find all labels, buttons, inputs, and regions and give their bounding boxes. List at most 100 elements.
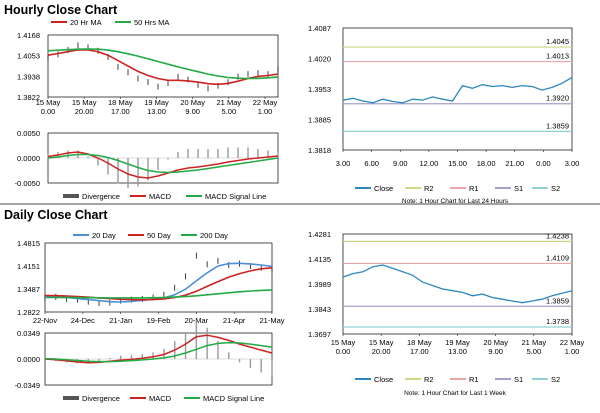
daily-price-x-tick: 24-Dec xyxy=(71,316,95,325)
daily-pivot-x-tick: 5.00 xyxy=(527,347,542,356)
daily-price-y-tick: 1.2822 xyxy=(17,308,40,317)
daily-pivot-s1-label: 1.3859 xyxy=(546,296,569,305)
daily-legend-20day: 20 Day xyxy=(92,231,116,240)
daily-macd-y-tick: 0.0349 xyxy=(17,329,40,338)
hourly-pivot-legend-r2: R2 xyxy=(424,184,434,193)
daily-price-x-tick: 20-Mar xyxy=(184,316,208,325)
hourly-pivot-x-tick: 3.00 xyxy=(336,159,351,168)
hourly-price-x-tick: 5.00 xyxy=(222,107,237,116)
hourly-50hr-ma-line xyxy=(47,48,279,80)
daily-pivot-x-tick: 17.00 xyxy=(410,347,429,356)
daily-price-x-tick: 21-Jan xyxy=(109,316,132,325)
daily-pivot-x-tick: 1.00 xyxy=(565,347,580,356)
daily-pivot-legend-close: Close xyxy=(374,375,393,384)
daily-pivot-x-tick: 21 May xyxy=(522,338,547,347)
hourly-price-x-tick: 15 May xyxy=(72,98,97,107)
daily-price-x-tick: 21-Apr xyxy=(223,316,246,325)
daily-price-frame xyxy=(44,242,273,313)
daily-pivot-y-tick: 1.3843 xyxy=(308,305,331,314)
hourly-pivot-x-tick: 21.00 xyxy=(505,159,524,168)
hourly-pivot-close-line xyxy=(342,76,573,104)
hourly-pivot-s1-label: 1.3920 xyxy=(546,94,569,103)
daily-200day-line xyxy=(45,289,273,299)
daily-price-y-tick: 1.4815 xyxy=(17,239,40,248)
daily-macd-y-tick: -0.0349 xyxy=(15,381,40,390)
daily-pivot-y-tick: 1.3697 xyxy=(308,330,331,339)
hourly-pivot-y-tick: 1.3818 xyxy=(308,146,331,155)
hourly-macd-y-tick: 0.0000 xyxy=(17,154,40,163)
hourly-price-x-tick: 21 May xyxy=(217,98,242,107)
hourly-pivot-x-tick: 6.00 xyxy=(364,159,379,168)
hourly-price-x-tick: 20.00 xyxy=(75,107,94,116)
hourly-legend-macd: MACD xyxy=(149,192,172,201)
hourly-macd-y-tick: 0.0050 xyxy=(17,129,40,138)
hourly-pivot-legend-close: Close xyxy=(374,184,393,193)
daily-pivot-x-tick: 22 May xyxy=(560,338,585,347)
hourly-pivot-y-tick: 1.4087 xyxy=(308,24,331,33)
hourly-pivot-s2-label: 1.3859 xyxy=(546,121,569,130)
hourly-legend-50hr-ma: 50 Hrs MA xyxy=(134,18,169,27)
daily-pivot-close-line xyxy=(342,264,573,304)
hourly-legend-20hr-ma: 20 Hr MA xyxy=(70,18,102,27)
daily-chart-title: Daily Close Chart xyxy=(4,208,108,222)
daily-50day-line xyxy=(44,267,273,301)
hourly-price-y-tick: 1.3822 xyxy=(17,93,40,102)
hourly-pivot-x-tick: 0.00 xyxy=(536,159,551,168)
daily-pivot-y-tick: 1.4281 xyxy=(308,230,331,239)
hourly-pivot-y-tick: 1.3953 xyxy=(308,85,331,94)
hourly-price-x-tick: 1.00 xyxy=(258,107,273,116)
hourly-macd-signal-line xyxy=(47,153,279,174)
daily-pivot-legend-r2: R2 xyxy=(424,375,434,384)
hourly-legend-macd-signal: MACD Signal Line xyxy=(205,192,266,201)
daily-pivot-x-tick: 0.00 xyxy=(336,347,351,356)
hourly-pivot-x-tick: 15.00 xyxy=(448,159,467,168)
daily-macd-y-tick: 0.0000 xyxy=(17,355,40,364)
daily-pivot-x-tick: 9.00 xyxy=(488,347,503,356)
hourly-price-x-tick: 17.00 xyxy=(111,107,130,116)
daily-price-x-tick: 19-Feb xyxy=(147,316,171,325)
daily-price-x-tick: 22-Nov xyxy=(33,316,57,325)
daily-price-x-tick: 21-May xyxy=(259,316,284,325)
hourly-20hr-ma-line xyxy=(47,49,279,86)
hourly-price-frame xyxy=(47,34,279,98)
daily-pivot-legend-s1: S1 xyxy=(514,375,523,384)
hourly-macd-line xyxy=(47,151,279,179)
daily-macd-signal-line xyxy=(44,341,273,363)
daily-pivot-legend-r1: R1 xyxy=(469,375,479,384)
hourly-price-y-tick: 1.4053 xyxy=(17,52,40,61)
hourly-price-x-tick: 9.00 xyxy=(185,107,200,116)
hourly-price-x-tick: 22 May xyxy=(253,98,278,107)
daily-pivot-y-tick: 1.3989 xyxy=(308,280,331,289)
hourly-pivot-y-tick: 1.3885 xyxy=(308,116,331,125)
hourly-price-y-tick: 1.4168 xyxy=(17,31,40,40)
daily-pivot-s2-label: 1.3738 xyxy=(546,317,569,326)
daily-price-y-tick: 1.3487 xyxy=(17,285,40,294)
hourly-legend-divergence: Divergence xyxy=(82,192,120,201)
hourly-pivot-x-tick: 9.00 xyxy=(393,159,408,168)
hourly-pivot-legend-s2: S2 xyxy=(551,184,560,193)
hourly-price-x-tick: 13.00 xyxy=(147,107,166,116)
hourly-pivot-r1-label: 1.4013 xyxy=(546,52,569,61)
daily-pivot-r1-label: 1.4109 xyxy=(546,253,569,262)
hourly-price-x-tick: 0.00 xyxy=(41,107,56,116)
daily-legend-50day: 50 Day xyxy=(147,231,171,240)
daily-price-y-tick: 1.4151 xyxy=(17,262,40,271)
hourly-pivot-legend-r1: R1 xyxy=(469,184,479,193)
daily-legend-macd: MACD xyxy=(149,394,172,403)
hourly-pivot-x-tick: 18.00 xyxy=(477,159,496,168)
daily-pivot-x-tick: 18 May xyxy=(407,338,432,347)
hourly-pivot-y-tick: 1.4020 xyxy=(308,55,331,64)
daily-pivot-x-tick: 19 May xyxy=(445,338,470,347)
hourly-pivot-note: Note: 1 Hour Chart for Last 24 Hours xyxy=(402,198,509,205)
daily-legend-divergence: Divergence xyxy=(82,394,120,403)
hourly-pivot-x-tick: 3.00 xyxy=(565,159,580,168)
hourly-price-x-tick: 18 May xyxy=(108,98,133,107)
daily-legend-macd-signal: MACD Signal Line xyxy=(203,394,264,403)
hourly-price-y-tick: 1.3938 xyxy=(17,72,40,81)
hourly-price-x-tick: 20 May xyxy=(180,98,205,107)
daily-pivot-note: Note: 1 Hour Chart for Last 1 Week xyxy=(404,390,507,397)
hourly-pivot-r2-label: 1.4045 xyxy=(546,37,569,46)
daily-pivot-frame xyxy=(342,233,573,335)
hourly-price-x-tick: 15 May xyxy=(36,98,61,107)
hourly-macd-y-tick: -0.0050 xyxy=(15,179,40,188)
